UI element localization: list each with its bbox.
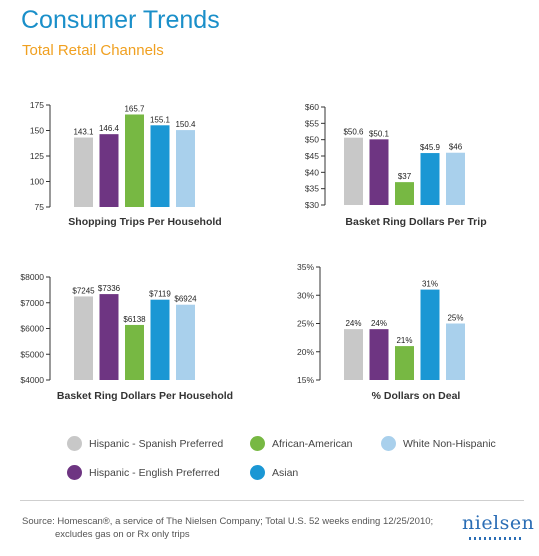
data-label: 150.4 — [175, 120, 196, 129]
data-label: $45.9 — [420, 143, 441, 152]
data-label: $7336 — [98, 284, 121, 293]
y-tick-label: $55 — [305, 118, 319, 128]
source-line-2: excludes gas on or Rx only trips — [55, 529, 190, 540]
y-tick-label: $45 — [305, 151, 319, 161]
data-label: $6138 — [123, 315, 146, 324]
bar — [395, 182, 414, 205]
legend-label: Hispanic - Spanish Preferred — [89, 437, 224, 450]
bar — [74, 296, 93, 380]
footer-divider — [20, 500, 524, 501]
bar — [446, 323, 465, 380]
y-tick-label: 30% — [297, 290, 314, 300]
legend-label: White Non-Hispanic — [403, 437, 496, 450]
y-tick-label: $4000 — [20, 375, 44, 385]
legend-swatch — [250, 465, 265, 480]
legend-label: African-American — [272, 437, 353, 450]
y-tick-label: 150 — [30, 126, 44, 136]
y-tick-label: 125 — [30, 151, 44, 161]
y-tick-label: $6000 — [20, 324, 44, 334]
bar — [125, 114, 144, 207]
legend-item-hispanic-english: Hispanic - English Preferred — [67, 465, 220, 480]
data-label: 24% — [345, 319, 361, 328]
y-tick-label: 25% — [297, 319, 314, 329]
bar — [150, 125, 170, 207]
source-line-1: Source: Homescan®, a service of The Niel… — [22, 516, 434, 527]
legend-swatch — [250, 436, 265, 451]
y-tick-label: $35 — [305, 184, 319, 194]
bar — [344, 137, 363, 205]
y-tick-label: $50 — [305, 135, 319, 145]
bar — [150, 299, 170, 380]
page-title: Consumer Trends — [21, 6, 220, 34]
chart-title: Basket Ring Dollars Per Household — [57, 390, 233, 402]
chart-basket-per-household: $4000 $5000 $6000 $7000 $8000 $7245 $7336 $6138… — [20, 272, 233, 402]
legend-label: Hispanic - English Preferred — [89, 466, 220, 479]
data-label: 155.1 — [150, 115, 171, 124]
y-tick-label: 100 — [30, 177, 44, 187]
y-tick-label: 35% — [297, 262, 314, 272]
bar — [99, 294, 119, 380]
chart-title: Shopping Trips Per Household — [68, 216, 221, 228]
chart-basket-per-trip: $30 $35 $40 $45 $50 $55 $60 $50.6 $50.1 $37 $45.9 $… — [305, 102, 487, 228]
data-label: 25% — [447, 314, 463, 323]
data-label: 21% — [396, 336, 412, 345]
chart-title: Basket Ring Dollars Per Trip — [345, 216, 486, 228]
bar — [446, 152, 465, 205]
data-label: 165.7 — [124, 104, 145, 113]
bar — [420, 289, 440, 380]
bar — [420, 153, 440, 205]
y-tick-label: $30 — [305, 200, 319, 210]
legend-item-white-non-hispanic: White Non-Hispanic — [381, 436, 496, 451]
bar — [395, 346, 414, 380]
y-tick-label: $8000 — [20, 272, 44, 282]
data-label: 24% — [371, 319, 387, 328]
bar — [176, 304, 195, 380]
legend-swatch — [67, 465, 82, 480]
data-label: 143.1 — [73, 128, 94, 137]
y-tick-label: 20% — [297, 347, 314, 357]
page-subtitle: Total Retail Channels — [22, 42, 164, 59]
y-tick-label: 15% — [297, 375, 314, 385]
bar — [125, 324, 144, 380]
data-label: $46 — [449, 143, 463, 152]
nielsen-logo: nielsen — [462, 512, 535, 534]
y-tick-label: $60 — [305, 102, 319, 112]
chart-shopping-trips: 75 100 125 150 175 143.1 146.4 165.7 155.1 150.4 S… — [30, 100, 222, 228]
bar — [74, 137, 93, 207]
legend-item-asian: Asian — [250, 465, 298, 480]
data-label: $7119 — [149, 290, 171, 299]
legend-label: Asian — [272, 466, 299, 479]
y-tick-label: $7000 — [20, 298, 44, 308]
bar — [99, 134, 119, 207]
y-tick-label: $40 — [305, 167, 319, 177]
bar — [176, 130, 195, 207]
data-label: $7245 — [72, 286, 95, 295]
source-note: Source: Homescan®, a service of The Niel… — [22, 515, 442, 541]
data-label: $6924 — [174, 295, 197, 304]
legend-item-african-american: African-American — [250, 436, 353, 451]
legend-swatch — [381, 436, 396, 451]
bar — [344, 329, 363, 380]
data-label: $50.6 — [343, 128, 364, 137]
data-label: 31% — [422, 280, 438, 289]
data-label: $37 — [398, 172, 412, 181]
legend-swatch — [67, 436, 82, 451]
y-tick-label: 75 — [35, 202, 45, 212]
nielsen-logo-underline — [469, 537, 521, 540]
data-label: 146.4 — [99, 124, 120, 133]
y-tick-label: $5000 — [20, 349, 44, 359]
bar — [369, 329, 389, 380]
bar — [369, 139, 389, 205]
legend-item-hispanic-spanish: Hispanic - Spanish Preferred — [67, 436, 223, 451]
chart-dollars-on-deal: 15% 20% 25% 30% 35% 24% 24% 21% 31% 25% % Dollars … — [297, 262, 465, 402]
data-label: $50.1 — [369, 129, 390, 138]
chart-title: % Dollars on Deal — [372, 390, 461, 402]
y-tick-label: 175 — [30, 100, 44, 110]
